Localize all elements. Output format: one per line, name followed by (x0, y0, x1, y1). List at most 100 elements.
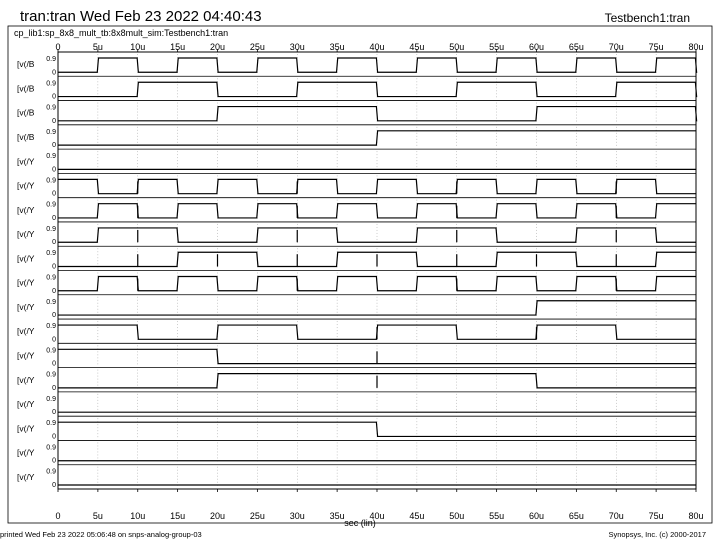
y-tick-label: 0 (52, 239, 56, 246)
waveform-trace (58, 203, 696, 219)
y-tick-label: 0.9 (46, 347, 56, 354)
y-tick-label: 0 (52, 94, 56, 101)
x-tick-label-top: 0 (55, 42, 60, 52)
y-tick-label: 0 (52, 385, 56, 392)
x-tick-label-bottom: 35u (330, 511, 345, 521)
x-tick-label-bottom: 75u (649, 511, 664, 521)
series-label: [v(/Y (17, 229, 35, 239)
x-tick-label-top: 5u (93, 42, 103, 52)
y-tick-label: 0.9 (46, 56, 56, 63)
x-tick-label-top: 35u (330, 42, 345, 52)
y-tick-label: 0 (52, 361, 56, 368)
cell-path: cp_lib1:sp_8x8_mult_tb:8x8mult_sim:Testb… (14, 28, 229, 38)
series-label: [v(/Y (17, 448, 35, 458)
x-tick-label-top: 10u (130, 42, 145, 52)
y-tick-label: 0.9 (46, 420, 56, 427)
waveform-trace (58, 275, 696, 292)
y-tick-label: 0.9 (46, 275, 56, 282)
x-tick-label-bottom: 70u (609, 511, 624, 521)
x-tick-label-top: 25u (250, 42, 265, 52)
waveform-trace (58, 300, 696, 316)
series-label: [v(/B (17, 108, 35, 118)
x-tick-label-top: 45u (409, 42, 424, 52)
y-tick-label: 0 (52, 264, 56, 271)
waveform-trace (58, 348, 696, 365)
x-tick-label-top: 55u (489, 42, 504, 52)
x-tick-label-bottom: 65u (569, 511, 584, 521)
x-tick-label-bottom: 30u (290, 511, 305, 521)
waveform-trace (58, 57, 698, 73)
x-tick-label-top: 60u (529, 42, 544, 52)
x-tick-label-bottom: 5u (93, 511, 103, 521)
x-tick-label-bottom: 55u (489, 511, 504, 521)
y-tick-label: 0.9 (46, 250, 56, 257)
y-tick-label: 0 (52, 166, 56, 173)
y-tick-label: 0.9 (46, 105, 56, 112)
waveform-trace (58, 227, 696, 243)
y-tick-label: 0 (52, 409, 56, 416)
waveform-trace (58, 130, 696, 146)
y-tick-label: 0 (52, 458, 56, 465)
series-label: [v(/Y (17, 423, 35, 433)
x-tick-label-bottom: 80u (688, 511, 703, 521)
x-tick-label-top: 75u (649, 42, 664, 52)
x-tick-label-top: 80u (688, 42, 703, 52)
y-tick-label: 0 (52, 482, 56, 489)
series-label: [v(/Y (17, 205, 35, 215)
y-tick-label: 0.9 (46, 372, 56, 379)
y-tick-label: 0.9 (46, 323, 56, 330)
y-tick-label: 0 (52, 336, 56, 343)
series-label: [v(/Y (17, 156, 35, 166)
testbench-label: Testbench1:tran (604, 11, 690, 25)
page-title: tran:tran Wed Feb 23 2022 04:40:43 (20, 8, 262, 25)
y-tick-label: 0 (52, 118, 56, 125)
x-tick-label-top: 20u (210, 42, 225, 52)
x-tick-label-bottom: 10u (130, 511, 145, 521)
y-tick-label: 0.9 (46, 129, 56, 136)
x-tick-label-top: 15u (170, 42, 185, 52)
y-tick-label: 0 (52, 69, 56, 76)
series-label: [v(/Y (17, 326, 35, 336)
x-tick-label-bottom: 0 (55, 511, 60, 521)
y-tick-label: 0 (52, 142, 56, 149)
y-tick-label: 0.9 (46, 396, 56, 403)
x-axis-label: sec (lin) (344, 518, 376, 528)
outer-frame (7, 25, 713, 524)
y-tick-label: 0 (52, 215, 56, 222)
y-tick-label: 0.9 (46, 202, 56, 209)
x-tick-label-top: 40u (369, 42, 384, 52)
series-label: [v(/Y (17, 350, 35, 360)
y-tick-label: 0 (52, 288, 56, 295)
y-tick-label: 0.9 (46, 226, 56, 233)
x-tick-label-bottom: 50u (449, 511, 464, 521)
series-label: [v(/Y (17, 375, 35, 385)
series-label: [v(/B (17, 59, 35, 69)
x-tick-label-bottom: 25u (250, 511, 265, 521)
y-tick-label: 0.9 (46, 153, 56, 160)
y-tick-label: 0 (52, 191, 56, 198)
waveform-trace (58, 81, 698, 98)
waveform-trace (58, 178, 696, 195)
y-tick-label: 0.9 (46, 444, 56, 451)
y-tick-label: 0.9 (46, 80, 56, 87)
x-tick-label-bottom: 45u (409, 511, 424, 521)
x-tick-label-top: 30u (290, 42, 305, 52)
series-label: [v(/Y (17, 253, 35, 263)
series-label: [v(/Y (17, 399, 35, 409)
x-tick-label-bottom: 15u (170, 511, 185, 521)
x-tick-label-top: 70u (609, 42, 624, 52)
x-tick-label-bottom: 20u (210, 511, 225, 521)
y-tick-label: 0 (52, 312, 56, 319)
series-label: [v(/Y (17, 472, 35, 482)
waveform-trace (58, 373, 696, 389)
series-label: [v(/Y (17, 302, 35, 312)
print-info: printed Wed Feb 23 2022 05:06:48 on snps… (0, 530, 202, 539)
x-tick-label-top: 65u (569, 42, 584, 52)
series-label: [v(/Y (17, 181, 35, 191)
y-tick-label: 0.9 (46, 177, 56, 184)
x-tick-label-top: 50u (449, 42, 464, 52)
y-tick-label: 0.9 (46, 299, 56, 306)
y-tick-label: 0.9 (46, 469, 56, 476)
y-tick-label: 0 (52, 433, 56, 440)
